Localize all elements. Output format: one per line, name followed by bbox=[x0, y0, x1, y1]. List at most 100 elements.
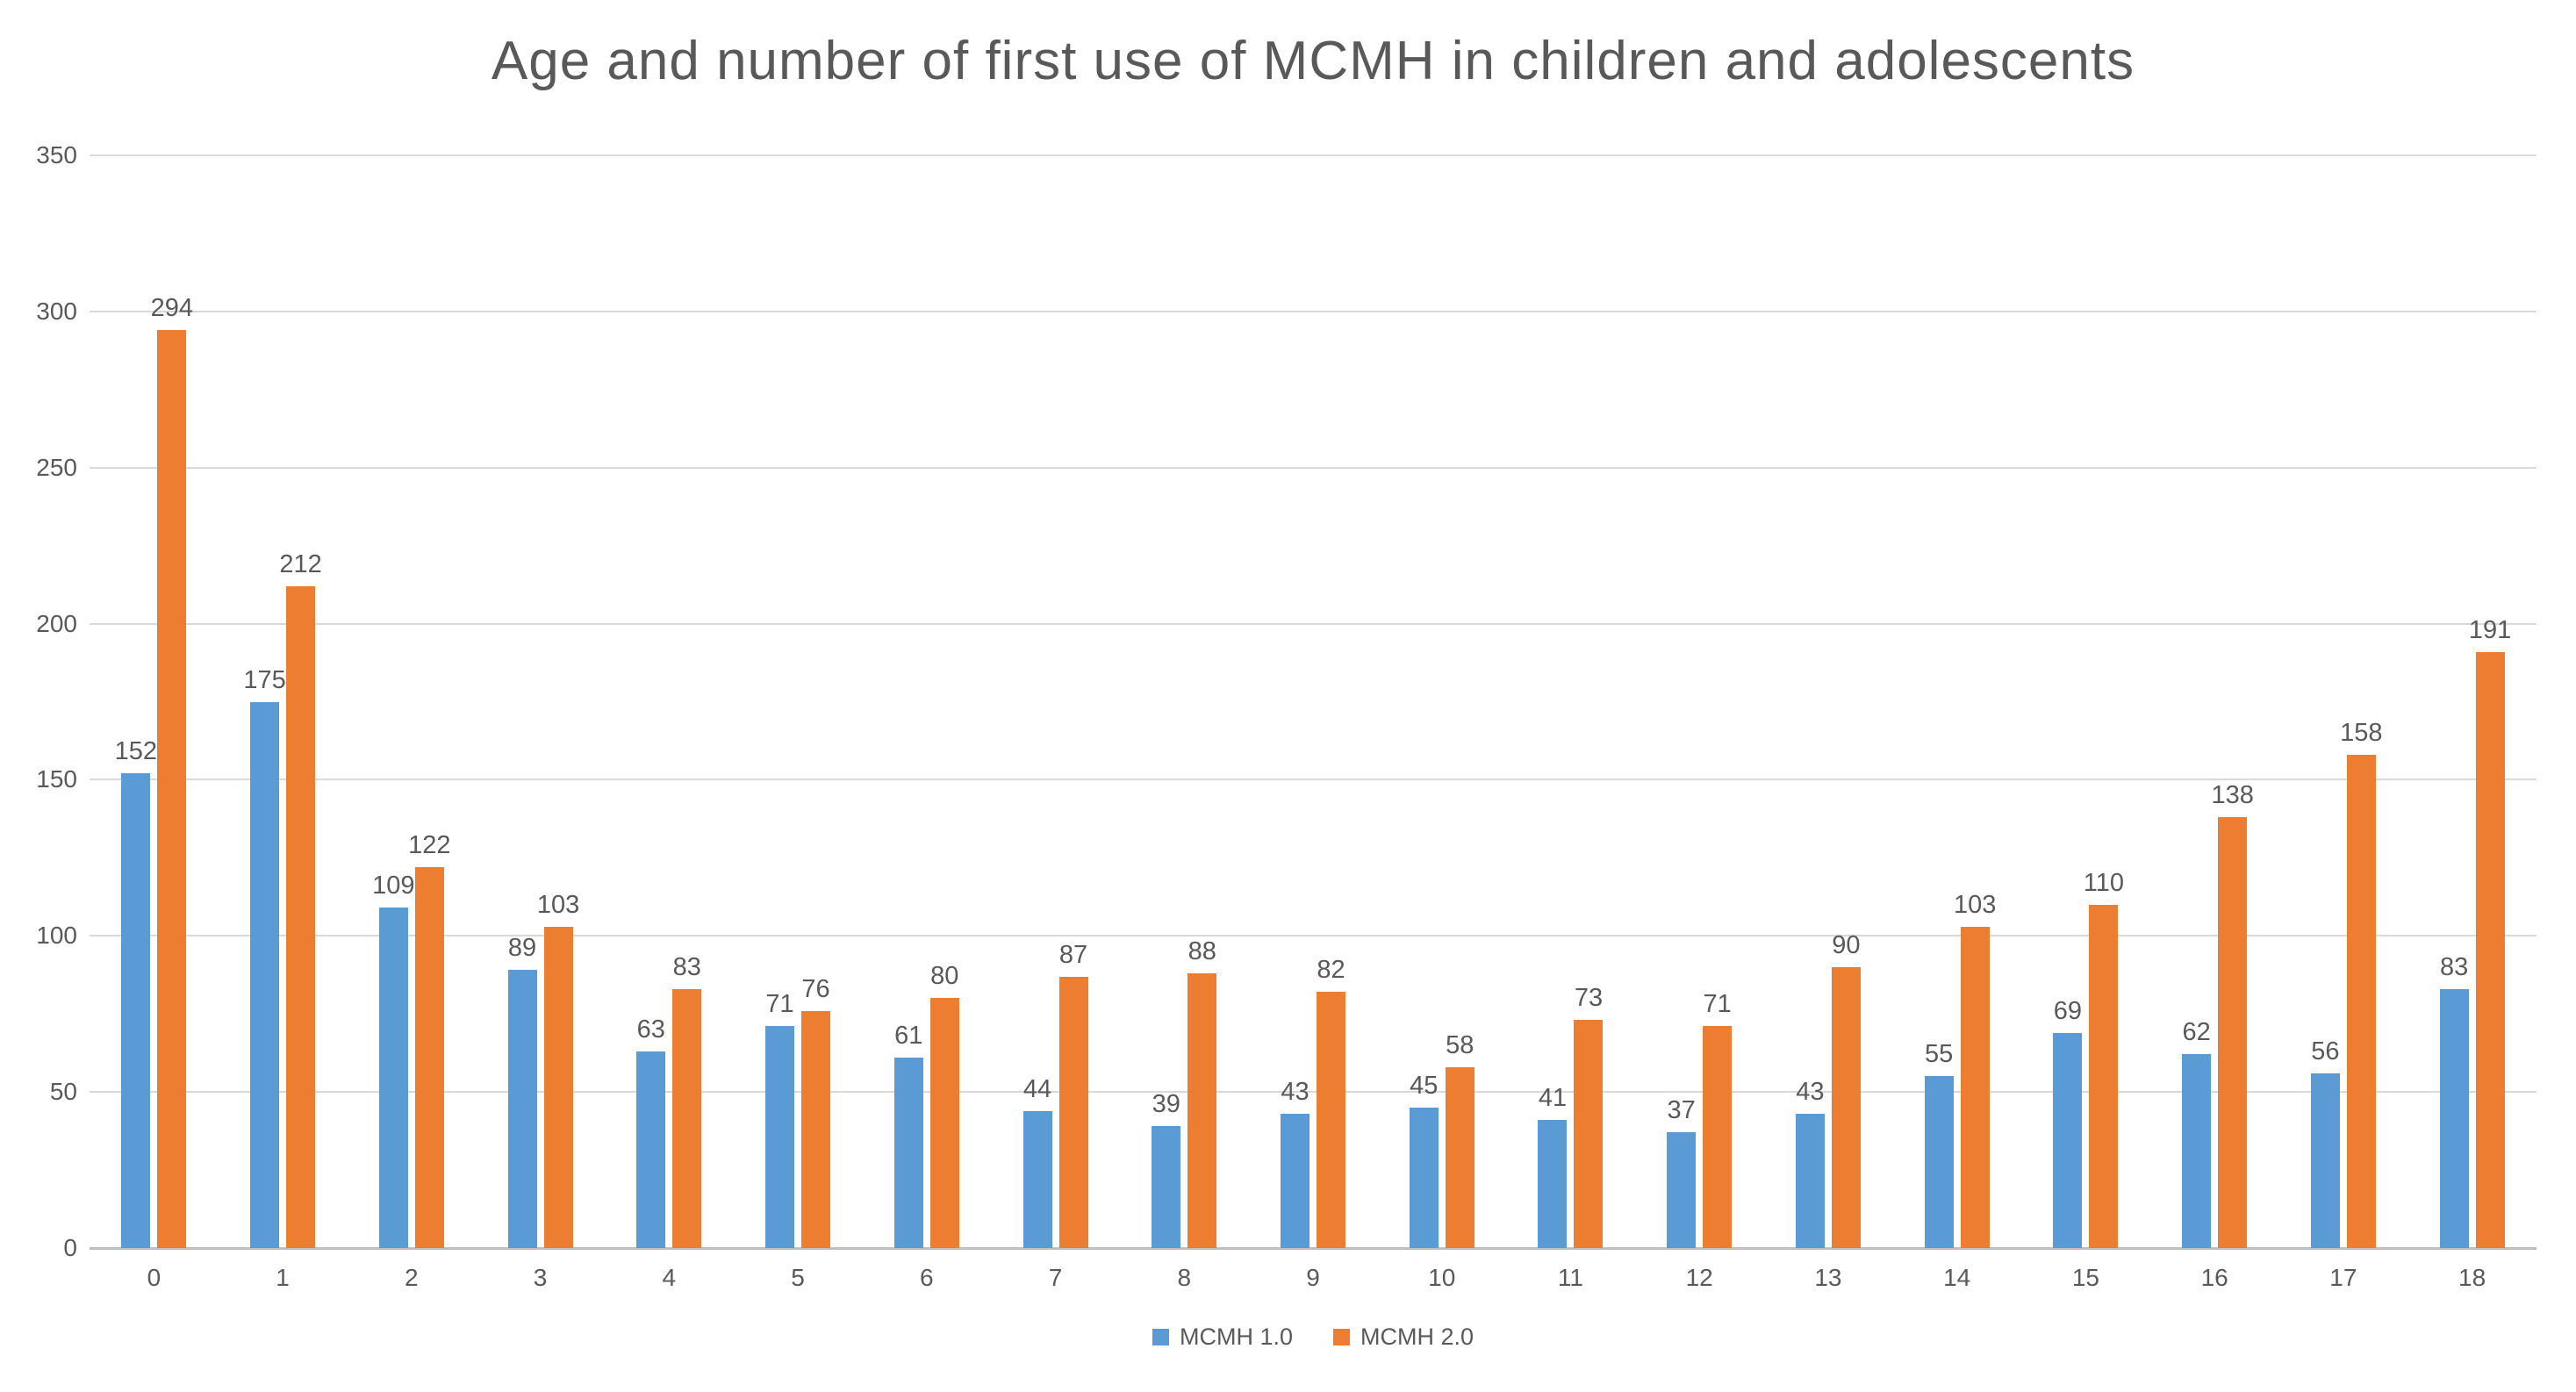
data-label-mcmh-2.0-age-4: 83 bbox=[672, 952, 701, 981]
bar-mcmh-2.0-age-9 bbox=[1316, 992, 1345, 1248]
gridline-0 bbox=[90, 1247, 2537, 1250]
x-axis-tick-11: 11 bbox=[1557, 1264, 1583, 1291]
barwrap-mcmh-1.0-age-16: 62 bbox=[2182, 155, 2212, 1248]
category-13: 43 90 13 bbox=[1764, 155, 1893, 1291]
data-label-mcmh-1.0-age-16: 62 bbox=[2182, 1018, 2211, 1047]
barwrap-mcmh-1.0-age-9: 43 bbox=[1280, 155, 1310, 1248]
bar-pair-5: 71 76 bbox=[765, 155, 831, 1248]
bar-pair-12: 37 71 bbox=[1667, 155, 1733, 1248]
y-axis-tick-350: 350 bbox=[36, 141, 77, 169]
bar-mcmh-1.0-age-7 bbox=[1023, 1110, 1052, 1248]
x-axis-tick-18: 18 bbox=[2458, 1264, 2486, 1291]
data-label-mcmh-2.0-age-17: 158 bbox=[2340, 718, 2383, 747]
category-11: 41 73 11 bbox=[1506, 155, 1635, 1291]
gridline-250 bbox=[90, 466, 2537, 469]
category-6: 61 80 6 bbox=[862, 155, 991, 1291]
plot-area: 152 294 0 175 212 1 109 122 2 89 103 3 63 83 4 71 76 5 61 8… bbox=[90, 154, 2537, 1291]
gridline-50 bbox=[90, 1091, 2537, 1094]
barwrap-mcmh-2.0-age-17: 158 bbox=[2340, 155, 2383, 1248]
data-label-mcmh-2.0-age-8: 88 bbox=[1188, 936, 1216, 965]
barwrap-mcmh-1.0-age-15: 69 bbox=[2053, 155, 2083, 1248]
barwrap-mcmh-1.0-age-3: 89 bbox=[507, 155, 537, 1248]
x-axis-tick-14: 14 bbox=[1943, 1264, 1971, 1291]
x-axis-tick-12: 12 bbox=[1685, 1264, 1713, 1291]
bar-pair-2: 109 122 bbox=[372, 155, 451, 1248]
barwrap-mcmh-2.0-age-7: 87 bbox=[1058, 155, 1088, 1248]
data-label-mcmh-2.0-age-15: 110 bbox=[2083, 868, 2125, 897]
bar-pair-18: 83 191 bbox=[2439, 155, 2511, 1248]
data-label-mcmh-2.0-age-18: 191 bbox=[2468, 615, 2512, 644]
y-axis-tick-50: 50 bbox=[49, 1078, 77, 1106]
data-label-mcmh-2.0-age-10: 58 bbox=[1446, 1030, 1475, 1059]
barwrap-mcmh-2.0-age-0: 294 bbox=[151, 155, 193, 1248]
bar-pair-10: 45 58 bbox=[1409, 155, 1475, 1248]
data-label-mcmh-2.0-age-3: 103 bbox=[536, 890, 580, 919]
barwrap-mcmh-1.0-age-18: 83 bbox=[2439, 155, 2469, 1248]
barwrap-mcmh-2.0-age-18: 191 bbox=[2469, 155, 2511, 1248]
x-axis-tick-9: 9 bbox=[1306, 1264, 1320, 1291]
data-label-mcmh-2.0-age-0: 294 bbox=[150, 294, 194, 323]
barwrap-mcmh-2.0-age-9: 82 bbox=[1316, 155, 1345, 1248]
category-9: 43 82 9 bbox=[1249, 155, 1378, 1291]
barwrap-mcmh-2.0-age-8: 88 bbox=[1188, 155, 1217, 1248]
bar-mcmh-1.0-age-4 bbox=[636, 1051, 666, 1248]
y-axis-tick-300: 300 bbox=[36, 297, 77, 325]
x-axis-tick-10: 10 bbox=[1428, 1264, 1456, 1291]
y-axis-tick-200: 200 bbox=[36, 609, 77, 637]
x-axis-tick-8: 8 bbox=[1177, 1264, 1192, 1291]
bar-pair-15: 69 110 bbox=[2053, 155, 2124, 1248]
data-label-mcmh-2.0-age-6: 80 bbox=[930, 962, 959, 991]
barwrap-mcmh-2.0-age-14: 103 bbox=[1954, 155, 1996, 1248]
category-4: 63 83 4 bbox=[605, 155, 734, 1291]
legend-swatch-icon bbox=[1333, 1329, 1350, 1345]
data-label-mcmh-1.0-age-14: 55 bbox=[1925, 1040, 1954, 1069]
data-label-mcmh-1.0-age-17: 56 bbox=[2311, 1037, 2340, 1066]
x-axis-tick-17: 17 bbox=[2329, 1264, 2357, 1291]
data-label-mcmh-2.0-age-13: 90 bbox=[1832, 930, 1861, 959]
data-label-mcmh-1.0-age-2: 109 bbox=[372, 872, 415, 900]
barwrap-mcmh-2.0-age-4: 83 bbox=[672, 155, 702, 1248]
legend-item-mcmh-1.0: MCMH 1.0 bbox=[1152, 1324, 1293, 1351]
bar-mcmh-2.0-age-7 bbox=[1058, 976, 1088, 1248]
bar-pair-14: 55 103 bbox=[1924, 155, 1996, 1248]
bar-mcmh-2.0-age-3 bbox=[543, 926, 573, 1248]
bar-pair-11: 41 73 bbox=[1538, 155, 1604, 1248]
bar-mcmh-1.0-age-2 bbox=[378, 908, 408, 1248]
barwrap-mcmh-2.0-age-3: 103 bbox=[537, 155, 579, 1248]
x-axis-tick-4: 4 bbox=[662, 1264, 677, 1291]
bar-mcmh-2.0-age-1 bbox=[286, 585, 316, 1248]
gridline-300 bbox=[90, 310, 2537, 312]
chart-title: Age and number of first use of MCMH in c… bbox=[491, 31, 2135, 91]
x-axis-tick-1: 1 bbox=[276, 1264, 290, 1291]
bar-mcmh-2.0-age-11 bbox=[1574, 1020, 1604, 1248]
category-17: 56 158 17 bbox=[2279, 155, 2408, 1291]
data-label-mcmh-1.0-age-15: 69 bbox=[2053, 996, 2083, 1025]
gridline-150 bbox=[90, 779, 2537, 781]
bar-mcmh-1.0-age-13 bbox=[1795, 1114, 1825, 1248]
x-axis-tick-7: 7 bbox=[1048, 1264, 1063, 1291]
data-label-mcmh-2.0-age-2: 122 bbox=[408, 831, 451, 860]
barwrap-mcmh-1.0-age-13: 43 bbox=[1795, 155, 1825, 1248]
data-label-mcmh-1.0-age-13: 43 bbox=[1796, 1078, 1825, 1107]
data-label-mcmh-1.0-age-10: 45 bbox=[1410, 1071, 1439, 1100]
bar-mcmh-2.0-age-5 bbox=[801, 1010, 831, 1248]
data-label-mcmh-1.0-age-18: 83 bbox=[2439, 952, 2469, 981]
category-3: 89 103 3 bbox=[476, 155, 605, 1291]
bar-mcmh-1.0-age-14 bbox=[1924, 1076, 1954, 1248]
bar-pair-16: 62 138 bbox=[2182, 155, 2254, 1248]
legend-label: MCMH 1.0 bbox=[1179, 1324, 1293, 1350]
barwrap-mcmh-1.0-age-11: 41 bbox=[1538, 155, 1568, 1248]
x-axis-tick-5: 5 bbox=[791, 1264, 805, 1291]
x-axis-tick-13: 13 bbox=[1814, 1264, 1842, 1291]
barwrap-mcmh-1.0-age-8: 39 bbox=[1152, 155, 1181, 1248]
bar-mcmh-1.0-age-3 bbox=[507, 970, 537, 1248]
data-label-mcmh-2.0-age-1: 212 bbox=[279, 549, 322, 578]
category-10: 45 58 10 bbox=[1377, 155, 1506, 1291]
bar-pair-0: 152 294 bbox=[115, 155, 193, 1248]
bar-mcmh-1.0-age-17 bbox=[2310, 1073, 2340, 1248]
y-axis-tick-250: 250 bbox=[36, 453, 77, 481]
x-axis-tick-6: 6 bbox=[919, 1264, 934, 1291]
bar-mcmh-2.0-age-16 bbox=[2218, 817, 2248, 1248]
category-15: 69 110 15 bbox=[2021, 155, 2150, 1291]
